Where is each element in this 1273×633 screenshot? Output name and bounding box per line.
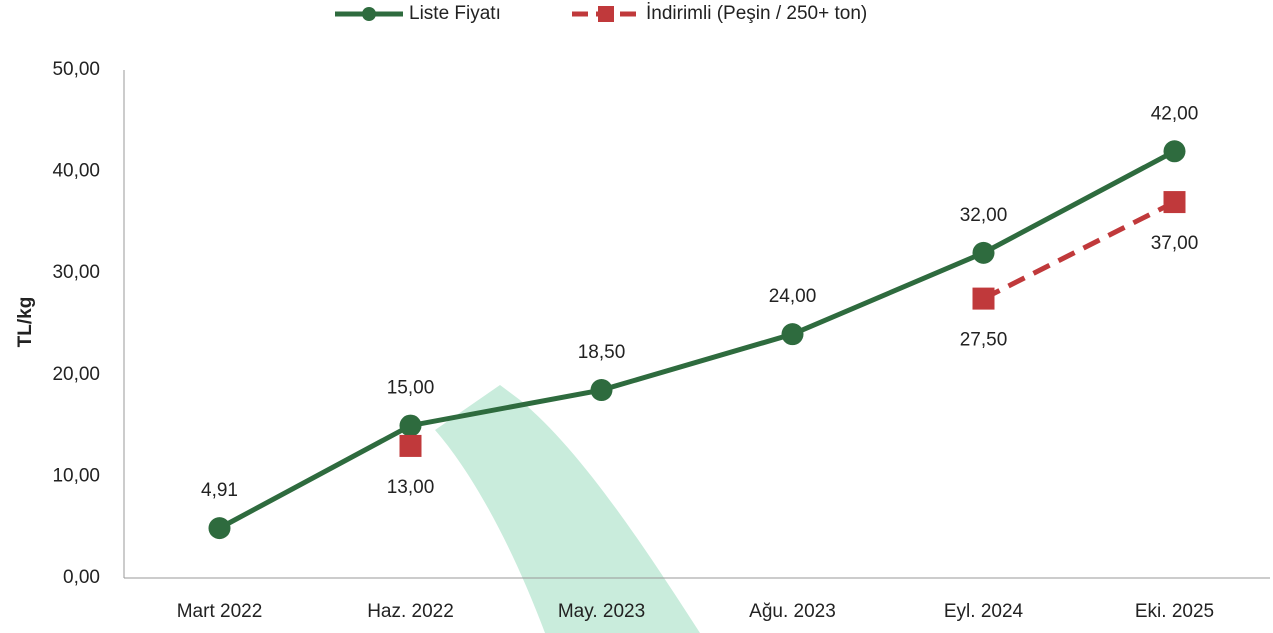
decorative-arrow (435, 385, 700, 633)
chart: TL/kg 0,00 10,00 20,00 30,00 40,00 50,00 Mart … (0, 0, 1273, 633)
x-tick-label: Ağu. 2023 (749, 601, 836, 622)
legend-label: Liste Fiyatı (409, 3, 501, 24)
data-label: 37,00 (1151, 233, 1199, 254)
x-tick-label: May. 2023 (558, 601, 645, 622)
y-tick-label: 0,00 (63, 567, 100, 588)
data-label: 15,00 (387, 378, 435, 399)
point (782, 323, 804, 345)
y-tick-label: 40,00 (52, 161, 100, 182)
point (400, 415, 422, 437)
y-tick-label: 20,00 (52, 364, 100, 385)
data-label: 27,50 (960, 330, 1008, 351)
legend-marker (362, 7, 376, 21)
data-label: 24,00 (769, 286, 817, 307)
point (209, 517, 231, 539)
series-line (220, 151, 1175, 528)
x-tick-label: Haz. 2022 (367, 601, 454, 622)
point (973, 242, 995, 264)
point (973, 288, 995, 310)
data-label: 4,91 (201, 480, 238, 501)
data-label: 13,00 (387, 477, 435, 498)
page: TL/kg 0,00 10,00 20,00 30,00 40,00 50,00 Mart … (0, 0, 1273, 633)
y-tick-label: 30,00 (52, 262, 100, 283)
y-tick-label: 10,00 (52, 465, 100, 486)
legend-marker (598, 6, 614, 22)
point (591, 379, 613, 401)
x-tick-label: Mart 2022 (177, 601, 263, 622)
point (1164, 140, 1186, 162)
data-label: 18,50 (578, 342, 626, 363)
legend-label: İndirimli (Peşin / 250+ ton) (646, 3, 867, 24)
x-tick-label: Eki. 2025 (1135, 601, 1214, 622)
data-label: 42,00 (1151, 103, 1199, 124)
y-axis-label: TL/kg (15, 297, 36, 348)
point (400, 435, 422, 457)
y-tick-label: 50,00 (52, 59, 100, 80)
point (1164, 191, 1186, 213)
x-tick-label: Eyl. 2024 (944, 601, 1024, 622)
data-label: 32,00 (960, 205, 1008, 226)
series-line (984, 202, 1175, 299)
